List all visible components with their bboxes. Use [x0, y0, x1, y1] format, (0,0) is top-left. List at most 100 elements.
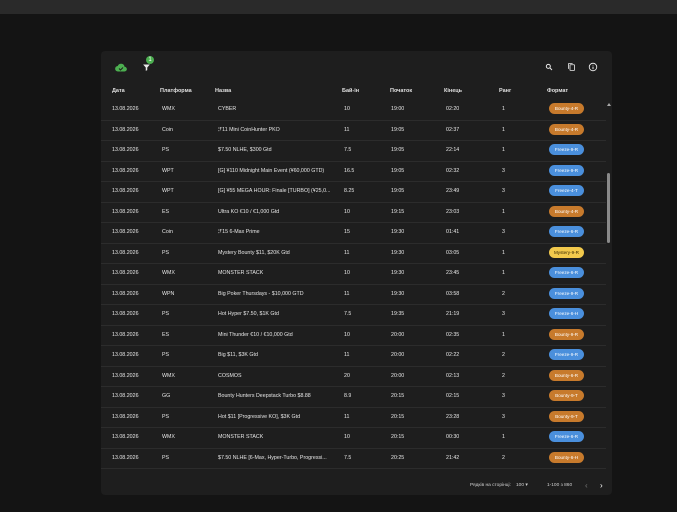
cloud-icon[interactable] [113, 59, 129, 75]
cell-name: Bounty Hunters Deepstack Turbo $8.88 [218, 393, 311, 399]
table-row[interactable]: 13.08.2026 Coin ℱ15 6-Max Prime 15 19:30 01:4… [101, 222, 606, 244]
cell-date: 13.08.2026 [112, 290, 139, 297]
cell-date: 13.08.2026 [112, 393, 139, 399]
cell-rank: 1 [502, 270, 505, 276]
cell-buyin: 7.5 [344, 147, 352, 153]
cell-date: 13.08.2026 [112, 434, 139, 440]
table-row[interactable]: 13.08.2026 ES Mini Thunder €10 / €10,000 G… [101, 325, 606, 346]
format-badge: Bounty-4-R [549, 123, 584, 135]
table-row[interactable]: 13.08.2026 WPT [G] ¥110 Midnight Main Even… [101, 161, 606, 182]
table-row[interactable]: 13.08.2026 ES Ultra KO €10 / €1,000 Gtd 10 1… [101, 202, 606, 223]
cell-end: 03:05 [446, 249, 460, 256]
info-icon[interactable] [585, 59, 601, 75]
cell-platform: PS [162, 147, 170, 153]
cell-name: Ultra KO €10 / €1,000 Gtd [218, 208, 280, 215]
filter-count-badge: 1 [146, 56, 154, 64]
cell-rank: 3 [502, 188, 505, 194]
cell-platform: ES [162, 331, 170, 338]
format-badge: Mystery-9-R [549, 246, 584, 258]
cell-rank: 1 [502, 434, 505, 440]
format-badge: Freeze-6-R [549, 431, 584, 442]
table-row[interactable]: 13.08.2026 WPT [G] ¥55 MEGA HOUR: Finale [… [101, 181, 606, 203]
cell-buyin: 10 [344, 434, 350, 440]
cell-start: 19:30 [391, 290, 405, 297]
table-toolbar: 1 [101, 51, 612, 85]
cell-start: 20:15 [391, 413, 405, 420]
next-page-icon[interactable]: › [600, 481, 603, 490]
table-row[interactable]: 13.08.2026 WMX MONSTER STACK 10 20:15 00:30 1 F… [101, 427, 606, 449]
cell-start: 19:30 [391, 249, 405, 256]
cell-rank: 2 [502, 372, 505, 379]
cell-name: CYBER [218, 106, 237, 112]
table-row[interactable]: 13.08.2026 Coin ℱ11 Mini CoinHunter PKO 11 1… [101, 120, 606, 141]
col-header-buyin[interactable]: Бай-ін [342, 88, 360, 94]
col-header-platform[interactable]: Платформа [160, 88, 192, 94]
table-row[interactable]: 13.08.2026 WPN Big Poker Thursdays - $10,0… [101, 284, 606, 305]
cell-buyin: 20 [344, 372, 350, 379]
table-row[interactable]: 13.08.2026 WMX MONSTER STACK 10 19:30 23:45 1 F… [101, 263, 606, 285]
cell-platform: GG [162, 393, 171, 399]
table-row[interactable]: 13.08.2026 WMX CYBER 10 19:00 02:20 1 Bounty-4-… [101, 99, 606, 121]
cell-platform: WPT [162, 188, 174, 194]
cell-buyin: 11 [344, 352, 350, 358]
cell-date: 13.08.2026 [112, 208, 139, 215]
cell-start: 20:00 [391, 352, 405, 358]
format-badge: Bounty-6-R [549, 369, 584, 381]
rows-per-page-label: Рядків на сторінці: [470, 483, 511, 488]
copy-icon[interactable] [563, 59, 579, 75]
cell-start: 19:30 [391, 229, 405, 235]
cell-start: 19:05 [391, 147, 405, 153]
table-row[interactable]: 13.08.2026 PS $7.50 NLHE, $300 Gtd 7.5 19:05… [101, 140, 606, 162]
table-row[interactable]: 13.08.2026 PS Mystery Bounty $11, $20K Gtd… [101, 243, 606, 264]
col-header-format[interactable]: Формат [547, 88, 569, 94]
cell-end: 00:30 [446, 434, 460, 440]
cell-rank: 2 [502, 290, 505, 297]
pagination-footer: Рядків на сторінці: 100 ▾ 1-100 з 860 ‹ … [101, 474, 612, 495]
cell-platform: PS [162, 352, 170, 358]
cell-rank: 3 [502, 311, 505, 317]
table-row[interactable]: 13.08.2026 PS Big $11, $3K Gtd 11 20:00 02:22… [101, 345, 606, 367]
col-header-end[interactable]: Кінець [444, 88, 463, 94]
cell-platform: WPT [162, 167, 174, 174]
cell-name: [G] ¥55 MEGA HOUR: Finale [TURBO] (¥25,0… [218, 188, 331, 194]
cell-platform: WPN [162, 290, 175, 297]
scrollbar-thumb[interactable] [607, 173, 610, 243]
col-header-name[interactable]: Назва [215, 88, 232, 94]
prev-page-icon[interactable]: ‹ [585, 481, 588, 490]
col-header-rank[interactable]: Ранг [499, 88, 512, 94]
table-row[interactable]: 13.08.2026 PS Hot Hyper $7.50, $1K Gtd 7.5 1… [101, 304, 606, 326]
cell-start: 19:05 [391, 188, 405, 194]
rows-per-page-select[interactable]: 100 ▾ [516, 483, 528, 488]
table-row[interactable]: 13.08.2026 PS $7.50 NLHE [6-Max, Hyper-Tur… [101, 448, 606, 469]
table-row[interactable]: 13.08.2026 GG Bounty Hunters Deepstack Tur… [101, 386, 606, 408]
format-badge: Bounty-4-R [549, 205, 584, 217]
cell-name: ℱ11 Mini CoinHunter PKO [218, 126, 280, 133]
cell-end: 23:03 [446, 208, 460, 215]
cell-buyin: 10 [344, 208, 350, 215]
cell-start: 19:30 [391, 270, 405, 276]
cell-rank: 3 [502, 229, 505, 235]
cell-name: Hot Hyper $7.50, $1K Gtd [218, 311, 279, 317]
search-icon[interactable] [541, 59, 557, 75]
cell-name: MONSTER STACK [218, 270, 264, 276]
table-row[interactable]: 13.08.2026 PS Hot $11 [Progressive KO], $3… [101, 407, 606, 428]
scroll-up-icon[interactable] [607, 103, 611, 106]
format-badge: Bounty-9-R [549, 328, 584, 340]
cell-end: 02:22 [446, 352, 460, 358]
vertical-scrollbar[interactable] [607, 103, 611, 472]
cell-end: 02:20 [446, 106, 460, 112]
cell-start: 19:05 [391, 167, 405, 174]
format-badge: Bounty-6-H [549, 451, 584, 463]
table-row[interactable]: 13.08.2026 WMX COSMOS 20 20:00 02:13 2 Bounty-6… [101, 366, 606, 387]
table-row-partial[interactable] [101, 468, 606, 472]
format-badge: Bounty-4-R [549, 103, 584, 114]
cell-end: 23:28 [446, 413, 460, 420]
col-header-date[interactable]: Дата [112, 88, 125, 94]
cell-buyin: 16.5 [344, 167, 355, 174]
cell-name: [G] ¥110 Midnight Main Event (¥60,000 GT… [218, 167, 325, 174]
filter-icon[interactable]: 1 [138, 56, 154, 75]
cell-buyin: 7.5 [344, 454, 352, 461]
cell-date: 13.08.2026 [112, 413, 139, 420]
col-header-start[interactable]: Початок [390, 88, 413, 94]
window-top-bar [0, 0, 677, 14]
